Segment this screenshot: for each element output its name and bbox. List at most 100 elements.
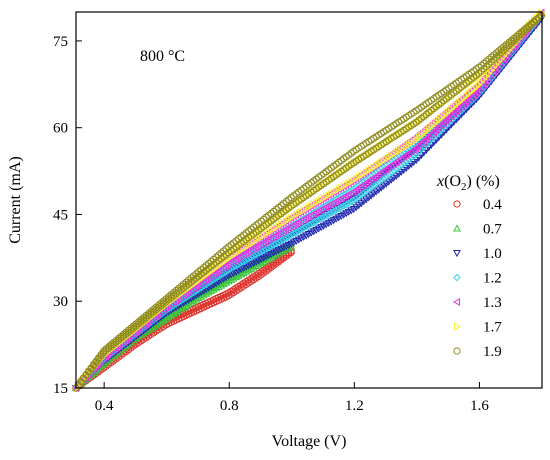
legend-label: 1.0 [483, 246, 502, 262]
legend-marker [453, 250, 461, 258]
data-point [447, 112, 455, 121]
data-point [319, 213, 328, 221]
data-point [414, 142, 422, 151]
data-point [442, 116, 450, 125]
data-point [332, 206, 341, 214]
data-point [437, 121, 445, 130]
data-point [490, 55, 498, 64]
y-tick-label: 45 [53, 207, 68, 223]
temperature-annotation: 800 °C [140, 48, 185, 65]
x-tick-label: 1.6 [470, 398, 489, 414]
legend-item: 1.7 [454, 320, 502, 336]
legend-title: x(O2) (%) [436, 173, 500, 193]
data-point [419, 137, 427, 146]
legend-marker [453, 224, 461, 232]
legend-marker [452, 298, 460, 306]
y-tick-label: 75 [53, 34, 68, 50]
x-axis-title: Voltage (V) [272, 433, 347, 450]
data-point [294, 227, 303, 235]
data-marks [71, 8, 546, 393]
x-tick-label: 1.2 [345, 398, 364, 414]
x-tick-label: 0.8 [220, 398, 239, 414]
y-tick-label: 60 [53, 121, 68, 137]
data-point [334, 204, 343, 213]
legend-marker [453, 347, 461, 355]
legend-marker [453, 273, 461, 282]
series-1.9 [72, 11, 545, 392]
data-point [354, 192, 363, 201]
data-point [352, 194, 361, 203]
y-tick-label: 15 [53, 381, 68, 397]
y-tick-label: 30 [53, 294, 68, 310]
legend-title-sub: 2 [461, 181, 467, 193]
data-point [299, 224, 308, 232]
x-tick-label: 0.4 [95, 398, 114, 414]
data-point [322, 211, 331, 220]
data-point [477, 67, 485, 75]
data-point [329, 207, 338, 216]
data-point [302, 222, 310, 231]
plot-frame [75, 11, 543, 389]
data-point [417, 139, 425, 148]
data-point [339, 202, 348, 210]
data-point [422, 135, 430, 144]
data-point [349, 196, 358, 205]
legend-label: 0.4 [483, 197, 502, 213]
y-axis-title: Current (mA) [7, 156, 24, 244]
y-axis: 15 30 45 60 75 [53, 34, 82, 397]
data-point [434, 123, 442, 132]
data-point [274, 238, 283, 246]
data-point [324, 210, 333, 219]
legend-label: 1.3 [483, 295, 502, 311]
data-point [427, 130, 435, 139]
data-point [314, 215, 323, 224]
data-point [99, 347, 108, 355]
data-point [452, 107, 460, 116]
legend-marker [454, 322, 462, 331]
data-point [439, 119, 447, 128]
data-point [282, 234, 290, 242]
data-point [432, 126, 440, 134]
legend-item: 1.9 [453, 344, 502, 360]
legend-label: 1.9 [483, 344, 502, 360]
data-point [312, 217, 321, 225]
legend-item: 1.0 [453, 246, 502, 262]
data-point [424, 132, 432, 141]
legend-title-italic: x [436, 173, 444, 190]
data-point [344, 199, 353, 207]
data-point [317, 214, 326, 223]
legend-item: 1.2 [453, 271, 502, 287]
data-point [337, 203, 346, 212]
data-point [327, 209, 336, 217]
legend-label: 0.7 [483, 222, 502, 238]
data-point [459, 100, 467, 109]
x-axis: 0.4 0.8 1.2 1.6 [95, 382, 489, 414]
legend-label: 1.7 [483, 320, 502, 336]
data-point [342, 200, 351, 209]
legend: 0.4 0.7 1.0 1.2 1.3 1.7 1.9 [452, 197, 502, 360]
data-point [297, 225, 305, 234]
legend-label: 1.2 [483, 271, 502, 287]
data-point [287, 231, 295, 239]
data-point [449, 109, 457, 118]
data-point [347, 197, 356, 206]
data-point [457, 102, 465, 111]
legend-title-close: ) (%) [467, 173, 500, 190]
data-point [454, 105, 462, 114]
legend-title-open: (O [444, 173, 461, 190]
legend-marker [453, 200, 461, 208]
data-point [284, 232, 293, 241]
legend-item: 0.4 [453, 197, 502, 213]
data-point [277, 236, 285, 245]
data-point [429, 128, 437, 137]
data-point [289, 229, 298, 238]
data-point [309, 218, 318, 227]
data-point [292, 228, 300, 237]
data-point [279, 235, 288, 244]
data-point [307, 220, 315, 228]
data-point [444, 114, 452, 123]
legend-item: 1.3 [452, 295, 502, 311]
legend-item: 0.7 [453, 222, 502, 238]
data-point [304, 221, 313, 230]
